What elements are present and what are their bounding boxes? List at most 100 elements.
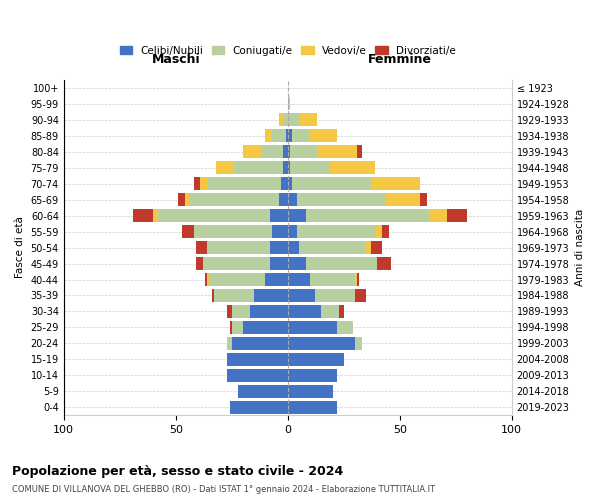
Bar [305,257,377,270]
Bar [230,321,232,334]
Bar [339,305,344,318]
Bar [243,146,261,158]
Bar [310,130,337,142]
Bar [297,225,375,238]
Bar [279,194,288,206]
Bar [194,225,272,238]
Bar [288,209,305,222]
Bar [305,209,429,222]
Bar [227,369,288,382]
Bar [232,321,243,334]
Bar [288,130,292,142]
Bar [207,178,281,190]
Bar [292,130,310,142]
Bar [232,337,288,350]
Bar [288,146,290,158]
Bar [355,337,362,350]
Bar [355,273,357,286]
Bar [207,273,209,286]
Text: Maschi: Maschi [151,54,200,66]
Bar [288,98,290,110]
Bar [158,209,270,222]
Bar [420,194,427,206]
Y-axis label: Anni di nascita: Anni di nascita [575,209,585,286]
Bar [270,241,288,254]
Bar [366,241,371,254]
Bar [234,162,283,174]
Bar [154,209,158,222]
Bar [178,194,185,206]
Bar [357,146,362,158]
Bar [310,273,355,286]
Bar [288,273,310,286]
Bar [207,241,270,254]
Bar [292,178,371,190]
Bar [288,257,305,270]
Bar [375,225,382,238]
Bar [382,225,389,238]
Bar [357,273,359,286]
Bar [272,225,288,238]
Bar [288,321,337,334]
Bar [265,273,288,286]
Bar [355,289,366,302]
Bar [299,114,317,126]
Text: COMUNE DI VILLANOVA DEL GHEBBO (RO) - Dati ISTAT 1° gennaio 2024 - Elaborazione : COMUNE DI VILLANOVA DEL GHEBBO (RO) - Da… [12,485,435,494]
Bar [288,385,332,398]
Bar [288,114,299,126]
Bar [371,241,382,254]
Bar [209,273,265,286]
Y-axis label: Fasce di età: Fasce di età [15,216,25,278]
Bar [230,401,288,413]
Bar [288,401,337,413]
Bar [299,241,366,254]
Bar [185,194,189,206]
Bar [288,305,322,318]
Bar [386,194,420,206]
Bar [283,162,288,174]
Bar [317,146,357,158]
Bar [331,162,375,174]
Bar [243,321,288,334]
Bar [322,305,339,318]
Bar [203,257,270,270]
Bar [216,162,234,174]
Bar [377,257,391,270]
Bar [265,130,272,142]
Bar [194,178,200,190]
Bar [214,289,254,302]
Bar [227,353,288,366]
Bar [189,194,279,206]
Bar [254,289,288,302]
Bar [232,305,250,318]
Bar [270,209,288,222]
Bar [314,289,355,302]
Bar [288,194,297,206]
Bar [205,273,207,286]
Bar [288,225,297,238]
Bar [270,257,288,270]
Text: Popolazione per età, sesso e stato civile - 2024: Popolazione per età, sesso e stato civil… [12,465,343,478]
Bar [200,178,207,190]
Bar [288,178,292,190]
Bar [227,337,232,350]
Bar [281,178,288,190]
Bar [212,289,214,302]
Bar [290,146,317,158]
Bar [288,289,314,302]
Bar [196,257,203,270]
Legend: Celibi/Nubili, Coniugati/e, Vedovi/e, Divorziati/e: Celibi/Nubili, Coniugati/e, Vedovi/e, Di… [116,42,460,60]
Bar [196,241,207,254]
Text: Femmine: Femmine [368,54,432,66]
Bar [290,162,331,174]
Bar [182,225,194,238]
Bar [288,241,299,254]
Bar [337,321,353,334]
Bar [261,146,283,158]
Bar [283,114,288,126]
Bar [272,130,286,142]
Bar [279,114,283,126]
Bar [288,369,337,382]
Bar [286,130,288,142]
Bar [133,209,154,222]
